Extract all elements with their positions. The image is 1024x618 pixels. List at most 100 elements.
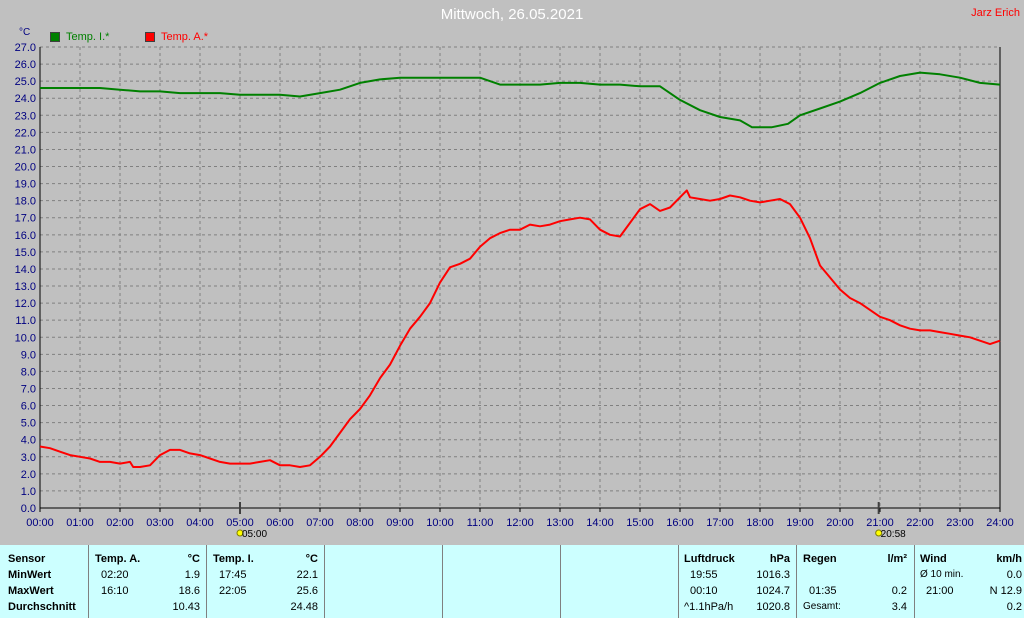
temperature-chart: 0.0 1.0 2.0 3.0 4.0 5.0 6.0 7.0 8.0 9.0 10.0 11.0 12… [15,42,1014,540]
marker-label: 20:58 [881,529,906,540]
y-tick-label: 2.0 [21,469,36,481]
x-tick-label: 08:00 [346,517,374,529]
x-tick-label: 18:00 [746,517,774,529]
wind-gust-time: 21:00 [926,585,954,597]
chart-title: Mittwoch, 26.05.2021 [440,6,584,23]
y-tick-label: 17.0 [15,213,36,225]
legend-item-outside: Temp. A.* [145,31,208,43]
x-tick-label: 16:00 [666,517,694,529]
x-tick-label: 24:00 [986,517,1014,529]
y-tick-label: 19.0 [15,179,36,191]
y-tick-label: 14.0 [15,264,36,276]
wind-header: Wind [920,553,947,565]
temp-a-unit: °C [187,553,200,565]
series-lines [39,71,1001,468]
temp-a-avg: 10.43 [172,601,200,613]
wind-unit: km/h [996,553,1022,565]
legend-swatch-outside [145,32,155,42]
pressure-max-value: 1024.7 [756,585,790,597]
x-tick-label: 07:00 [306,517,334,529]
x-tick-label: 14:00 [586,517,614,529]
legend-item-inside: Temp. I.* [50,31,109,43]
x-tick-label: 20:00 [826,517,854,529]
y-tick-label: 13.0 [15,281,36,293]
rain-header: Regen [803,553,837,565]
y-tick-label: 10.0 [15,332,36,344]
y-tick-label: 6.0 [21,401,36,413]
temp-i-min-time: 17:45 [219,569,247,581]
y-tick-label: 15.0 [15,247,36,259]
x-tick-label: 00:00 [26,517,54,529]
wind-gust-value: N 12.9 [989,585,1022,597]
x-tick-label: 02:00 [106,517,134,529]
x-tick-label: 04:00 [186,517,214,529]
legend-label-inside: Temp. I.* [66,31,110,43]
x-tick-label: 03:00 [146,517,174,529]
y-tick-label: 12.0 [15,298,36,310]
wind-avg-label: Ø 10 min. [920,569,964,580]
y-tick-label: 23.0 [15,110,36,122]
temp-a-min-value: 1.9 [184,569,200,581]
pressure-min-time: 19:55 [690,569,718,581]
legend-label-outside: Temp. A.* [161,31,209,43]
pressure-unit: hPa [769,553,790,565]
rain-total-value: 3.4 [891,601,907,613]
x-axis: 00:00 01:00 02:00 03:00 04:00 05:00 06:00 07:00… [26,507,1014,529]
temp-i-max-value: 25.6 [296,585,318,597]
x-tick-label: 15:00 [626,517,654,529]
x-tick-label: 22:00 [906,517,934,529]
x-tick-label: 21:00 [866,517,894,529]
y-axis-unit: °C [19,27,31,38]
y-tick-label: 26.0 [15,59,36,71]
sun-markers: 05:00 20:58 [236,502,906,540]
y-tick-label: 25.0 [15,76,36,88]
y-tick-label: 9.0 [21,349,36,361]
sunrise-icon [236,529,244,537]
temp-a-header: Temp. A. [95,553,141,565]
temp-a-max-value: 18.6 [178,585,200,597]
pressure-trend-value: 1020.8 [756,601,790,613]
x-tick-label: 12:00 [506,517,534,529]
y-tick-label: 24.0 [15,93,36,105]
y-tick-label: 21.0 [15,144,36,156]
x-tick-label: 19:00 [786,517,814,529]
rain-unit: l/m² [887,553,907,565]
temp-i-max-time: 22:05 [219,585,247,597]
x-tick-label: 09:00 [386,517,414,529]
temp-i-avg: 24.48 [290,601,318,613]
temp-i-header: Temp. I. [213,553,254,565]
chart-grid [39,46,1001,509]
summary-table: Sensor MinWert MaxWert Durchschnitt Temp… [0,545,1024,618]
x-tick-label: 06:00 [266,517,294,529]
sunset-icon [875,529,883,537]
row-label-min: MinWert [8,569,52,581]
wind-row3-value: 0.2 [1006,601,1022,613]
x-tick-label: 11:00 [467,517,494,529]
temp-a-min-time: 02:20 [101,569,129,581]
row-label-max: MaxWert [8,585,54,597]
y-tick-label: 3.0 [21,452,36,464]
legend-swatch-inside [50,32,60,42]
pressure-min-value: 1016.3 [756,569,790,581]
x-tick-label: 10:00 [426,517,454,529]
y-tick-label: 5.0 [21,418,36,430]
row-label-avg: Durchschnitt [8,601,76,613]
y-tick-label: 16.0 [15,230,36,242]
y-tick-label: 7.0 [21,383,36,395]
y-tick-label: 0.0 [21,503,36,515]
y-tick-label: 27.0 [15,42,36,54]
pressure-max-time: 00:10 [690,585,718,597]
y-tick-label: 20.0 [15,162,36,174]
temp-a-max-time: 16:10 [101,585,129,597]
rain-max-time: 01:35 [809,585,837,597]
x-tick-label: 05:00 [226,517,254,529]
x-tick-label: 17:00 [706,517,734,529]
author-label: Jarz Erich [971,7,1020,19]
x-tick-label: 13:00 [546,517,574,529]
temp-i-unit: °C [305,553,318,565]
y-tick-label: 8.0 [21,366,36,378]
x-tick-label: 01:00 [66,517,94,529]
wind-avg-value: 0.0 [1006,569,1022,581]
pressure-header: Luftdruck [684,553,735,565]
marker-label: 05:00 [242,529,267,540]
